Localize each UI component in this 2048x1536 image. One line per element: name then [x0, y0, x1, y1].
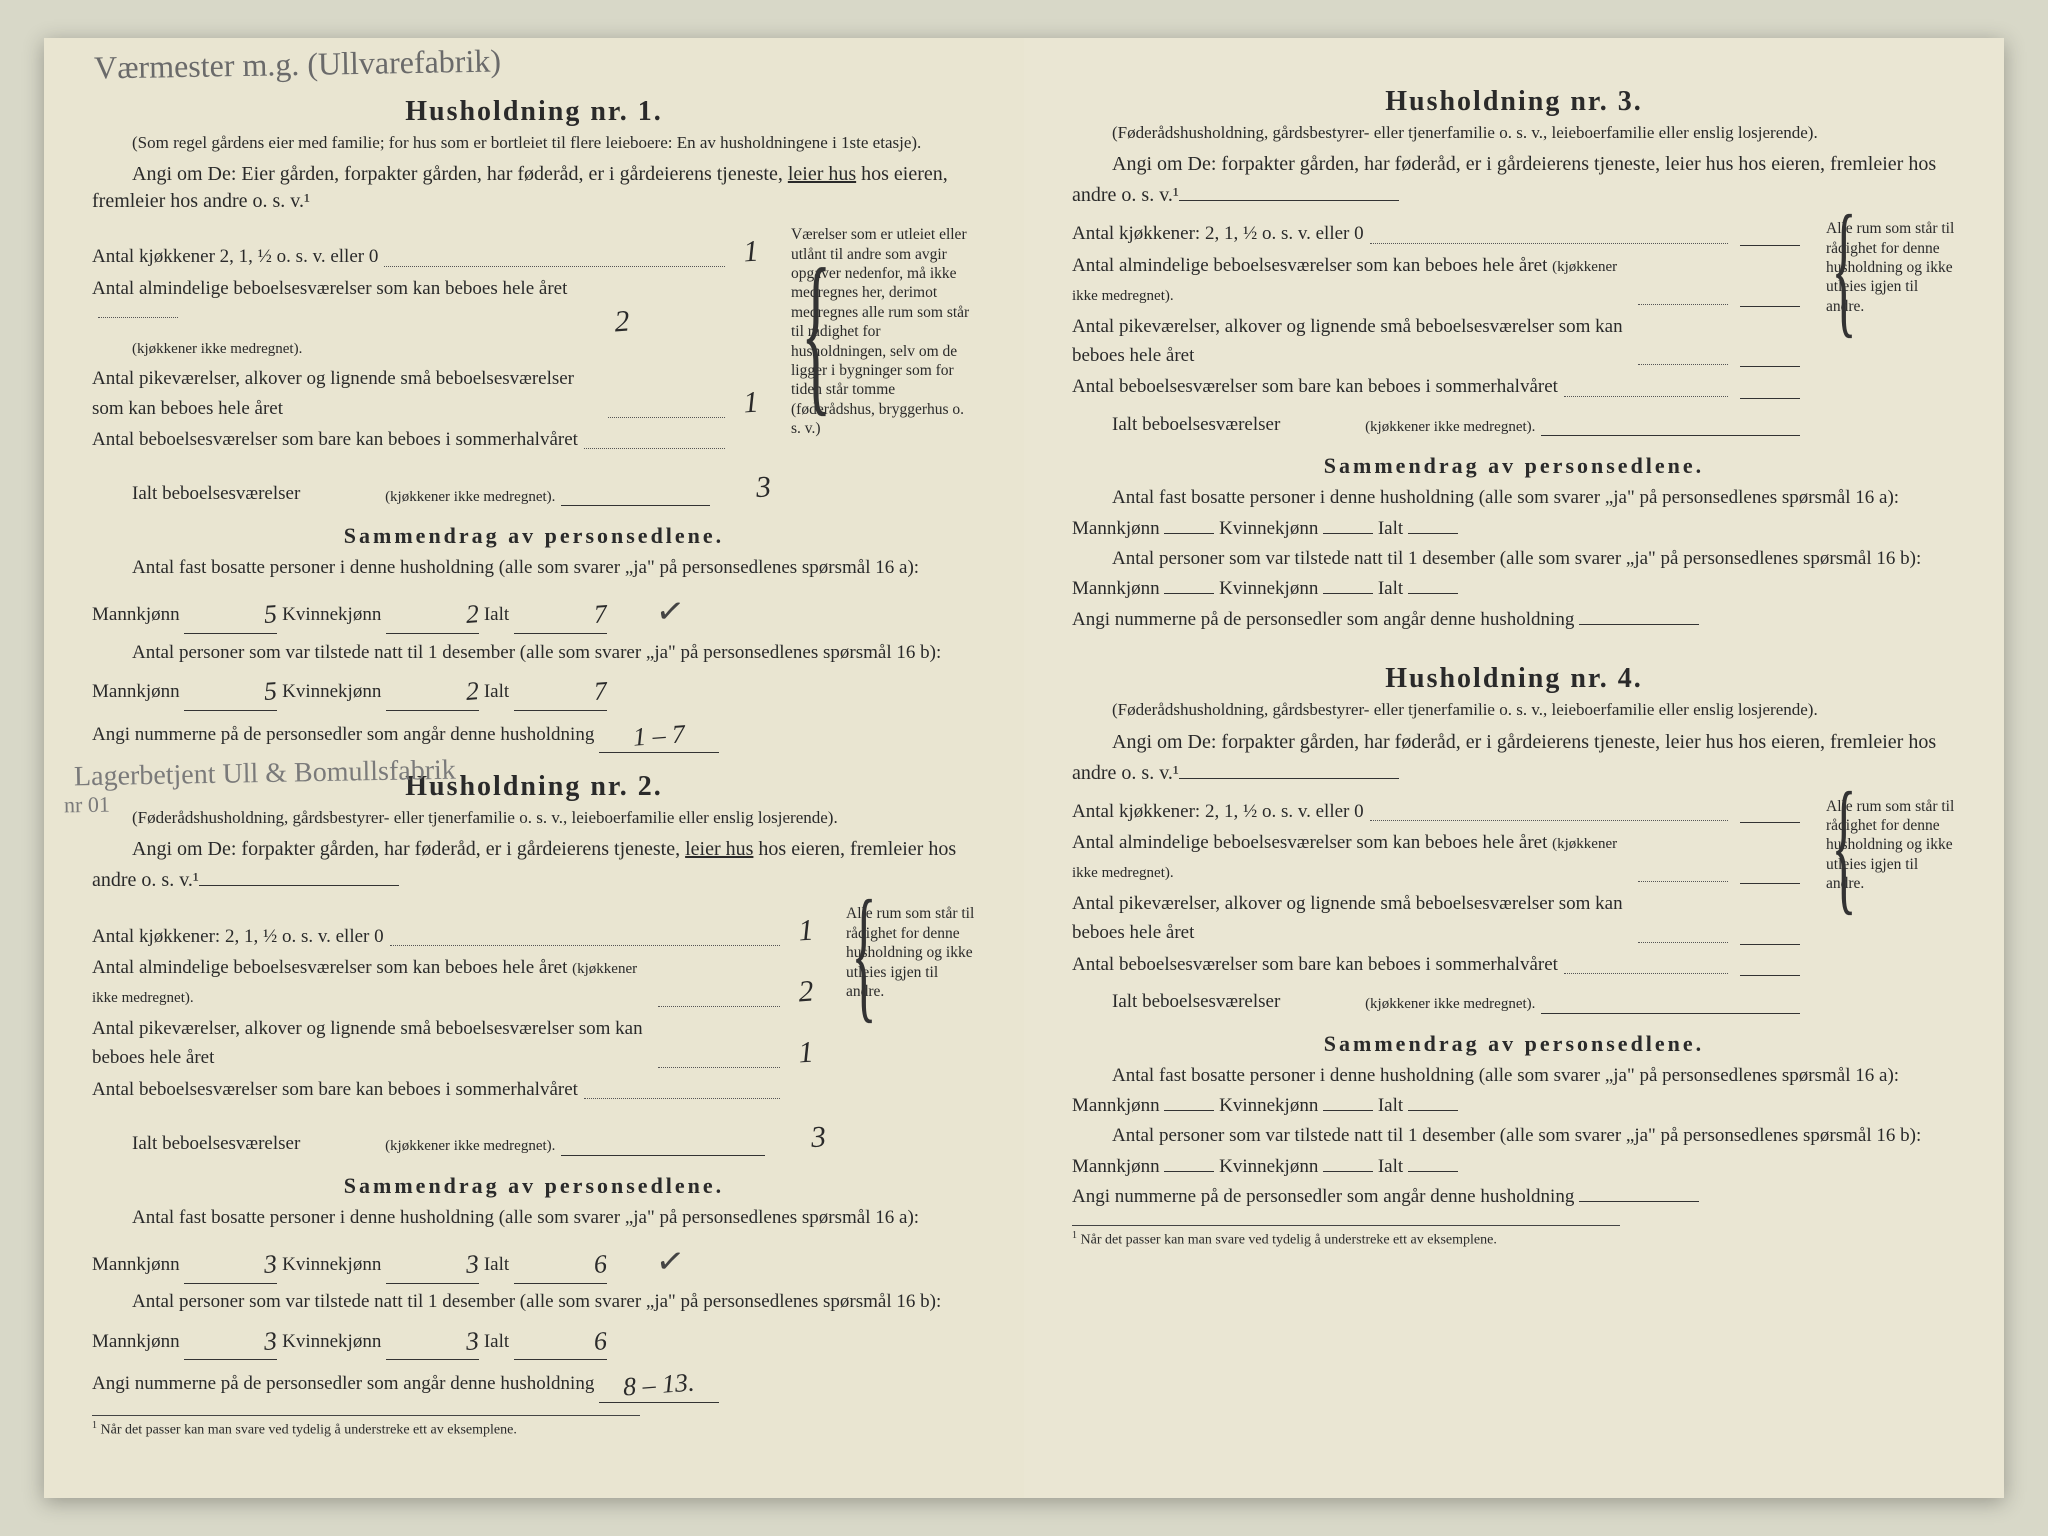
household-4: Husholdning nr. 4. (Føderådshusholdning,… — [1072, 663, 1956, 1248]
hh4-sum-line1: Antal fast bosatte personer i denne hush… — [1072, 1061, 1956, 1122]
tick-icon: ✓ — [612, 1229, 687, 1292]
hh3-subtitle: (Føderådshusholdning, gårdsbestyrer- ell… — [1072, 122, 1956, 143]
hh1-kitchens-label: Antal kjøkkener 2, 1, ½ o. s. v. eller 0 — [92, 242, 378, 271]
hh2-rooms: Antal kjøkkener: 2, 1, ½ o. s. v. eller … — [92, 904, 826, 1158]
handwriting-mid: Lagerbetjent Ull & Bomullsfabrik — [74, 755, 456, 794]
hh3-angi: Angi om De: forpakter gården, har føderå… — [1072, 151, 1956, 209]
hh3-sum-title: Sammendrag av personsedlene. — [1072, 453, 1956, 479]
hh1-summer-label: Antal beboelsesværelser som bare kan beb… — [92, 425, 578, 454]
hh3-rooms-row: Antal kjøkkener: 2, 1, ½ o. s. v. eller … — [1072, 219, 1956, 439]
hh2-angi: Angi om De: forpakter gården, har føderå… — [92, 836, 976, 894]
hh3-sum-line2: Antal personer som var tilstede natt til… — [1072, 544, 1956, 605]
household-3: Husholdning nr. 3. (Føderådshusholdning,… — [1072, 86, 1956, 635]
hh1-angi-under: leier hus — [788, 163, 856, 185]
hh1-rooms: Antal kjøkkener 2, 1, ½ o. s. v. eller 0… — [92, 225, 771, 509]
hh1-ord-label: Antal almindelige beboelsesværelser som … — [92, 274, 602, 362]
hh2-sum-title: Sammendrag av personsedlene. — [92, 1173, 976, 1199]
page-left: Værmester m.g. (Ullvarefabrik) Husholdni… — [44, 38, 1024, 1498]
hh2-sidenote: { Alle rum som står til rådighet for den… — [838, 904, 976, 1001]
hh2-rooms-row: Antal kjøkkener: 2, 1, ½ o. s. v. eller … — [92, 904, 976, 1158]
hh4-sidenote: { Alle rum som står til rådighet for den… — [1818, 797, 1956, 894]
hh4-sum-title: Sammendrag av personsedlene. — [1072, 1031, 1956, 1057]
hh1-subtitle: (Som regel gårdens eier med familie; for… — [92, 132, 976, 153]
hh4-sum-line3: Angi nummerne på de personsedler som ang… — [1072, 1182, 1956, 1212]
hh2-sum-line1: Antal fast bosatte personer i denne hush… — [92, 1203, 976, 1288]
hh1-summer-val — [731, 457, 771, 460]
hh1-title: Husholdning nr. 1. — [92, 96, 976, 128]
hh4-rooms: Antal kjøkkener: 2, 1, ½ o. s. v. eller … — [1072, 797, 1806, 1017]
hh1-sum-line1: Antal fast bosatte personer i denne hush… — [92, 553, 976, 638]
document-spread: Værmester m.g. (Ullvarefabrik) Husholdni… — [44, 38, 2004, 1498]
hh1-sum-line2: Antal personer som var tilstede natt til… — [92, 638, 976, 711]
hh4-title: Husholdning nr. 4. — [1072, 663, 1956, 695]
hh4-angi: Angi om De: forpakter gården, har føderå… — [1072, 729, 1956, 787]
hh2-sum-line2: Antal personer som var tilstede natt til… — [92, 1287, 976, 1360]
hh1-kitchens-val: 1 — [729, 228, 772, 277]
hh1-total-val: 3 — [714, 465, 772, 515]
handwriting-mid-sub: nr 01 — [64, 792, 110, 819]
tick-icon: ✓ — [612, 579, 687, 642]
hh1-sum-title: Sammendrag av personsedlene. — [92, 523, 976, 549]
hh4-sum-line2: Antal personer som var tilstede natt til… — [1072, 1121, 1956, 1182]
hh1-rooms-row: Antal kjøkkener 2, 1, ½ o. s. v. eller 0… — [92, 225, 976, 509]
footnote-right: 1 Når det passer kan man svare ved tydel… — [1072, 1225, 1620, 1249]
hh1-sum-line3: Angi nummerne på de personsedler som ang… — [92, 711, 976, 754]
hh1-total-label: Ialt beboelsesværelser — [92, 479, 300, 508]
hh4-subtitle: (Føderådshusholdning, gårdsbestyrer- ell… — [1072, 699, 1956, 720]
hh1-ord-val: 2 — [600, 297, 643, 346]
hh2-sum-line3: Angi nummerne på de personsedler som ang… — [92, 1360, 976, 1403]
page-right: Husholdning nr. 3. (Føderådshusholdning,… — [1024, 38, 2004, 1498]
hh1-sidenote: { Værelser som er utleiet eller utlånt t… — [783, 225, 976, 438]
hh3-sum-line1: Antal fast bosatte personer i denne hush… — [1072, 483, 1956, 544]
hh3-title: Husholdning nr. 3. — [1072, 86, 1956, 118]
hh1-angi: Angi om De: Eier gården, forpakter gårde… — [92, 161, 976, 215]
hh3-rooms: Antal kjøkkener: 2, 1, ½ o. s. v. eller … — [1072, 219, 1806, 439]
household-2: Husholdning nr. 2. (Føderådshusholdning,… — [92, 771, 976, 1438]
hh1-pike-val: 1 — [729, 379, 772, 428]
hh1-angi-pre: Angi om De: Eier gården, forpakter gårde… — [132, 163, 788, 185]
hh1-pike-label: Antal pikeværelser, alkover og lignende … — [92, 364, 602, 423]
hh3-sum-line3: Angi nummerne på de personsedler som ang… — [1072, 605, 1956, 635]
hh4-rooms-row: Antal kjøkkener: 2, 1, ½ o. s. v. eller … — [1072, 797, 1956, 1017]
footnote-left: 1 Når det passer kan man svare ved tydel… — [92, 1415, 640, 1439]
household-1: Husholdning nr. 1. (Som regel gårdens ei… — [92, 96, 976, 753]
hh2-subtitle: (Føderådshusholdning, gårdsbestyrer- ell… — [92, 807, 976, 828]
hh3-sidenote: { Alle rum som står til rådighet for den… — [1818, 219, 1956, 316]
handwriting-top: Værmester m.g. (Ullvarefabrik) — [94, 42, 502, 86]
